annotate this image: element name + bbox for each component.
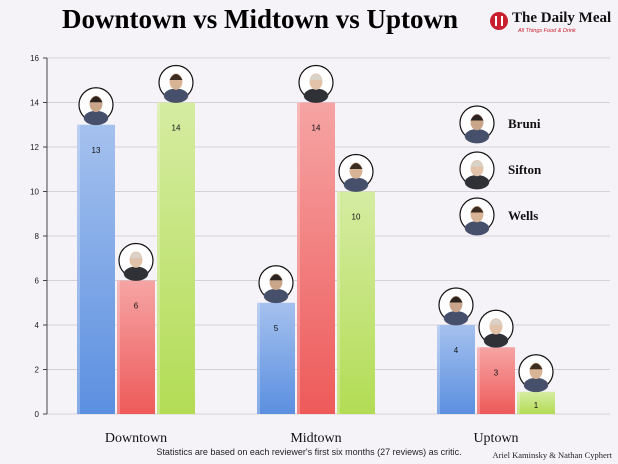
data-label: 13 [92,146,101,155]
fork-knife-icon [490,12,508,30]
bar-highlight [297,102,300,414]
y-tick-label: 2 [35,366,40,375]
x-tick-label: Midtown [290,431,341,446]
avatar-wells-icon [518,354,554,393]
legend-wells-icon [459,197,495,236]
y-tick-label: 6 [35,277,40,286]
avatar-wells-icon [158,64,194,103]
brand-logo: The Daily Meal All Things Food & Drink [490,10,614,38]
y-tick-label: 0 [35,410,40,419]
y-tick-label: 4 [35,321,40,330]
avatar-sifton-icon [118,242,154,281]
avatar-bruni-icon [78,87,114,126]
data-label: 14 [312,124,321,133]
x-tick-label: Downtown [105,431,167,446]
bar-bruni-downtown [77,124,115,414]
legend-label: Bruni [508,116,541,131]
avatar-sifton-icon [478,309,514,348]
y-tick-label: 10 [30,188,39,197]
bar-bruni-midtown [257,302,295,414]
brand-tagline: All Things Food & Drink [518,28,576,34]
avatar-sifton-icon [298,64,334,103]
avatar-wells-icon [338,153,374,192]
bar-highlight [337,191,340,414]
brand-name: The Daily Meal [512,10,612,26]
bar-highlight [437,325,440,414]
data-label: 4 [454,346,459,355]
bar-sifton-downtown [117,280,155,414]
avatar-bruni-icon [258,265,294,304]
data-label: 3 [494,368,499,377]
data-label: 5 [274,324,279,333]
legend-label: Sifton [508,162,542,177]
bar-wells-uptown [517,391,555,414]
legend: Bruni Sifton Wells [459,105,542,236]
bars: 13 6 14 5 14 10 4 3 1 [77,64,555,414]
bar-highlight [157,102,160,414]
chart-title: Downtown vs Midtown vs Uptown [61,4,459,34]
x-axis-labels: Downtown Midtown Uptown [105,431,519,446]
author-credit: Ariel Kaminsky & Nathan Cyphert [492,450,612,460]
bar-sifton-uptown [477,347,515,414]
bar-bruni-uptown [437,325,475,414]
legend-sifton-icon [459,151,495,190]
legend-bruni-icon [459,105,495,144]
bar-highlight [77,124,80,414]
avatar-bruni-icon [438,287,474,326]
y-tick-label: 12 [30,143,39,152]
bar-wells-downtown [157,102,195,414]
y-tick-label: 14 [30,99,39,108]
bar-highlight [257,302,260,414]
bar-wells-midtown [337,191,375,414]
bar-sifton-midtown [297,102,335,414]
data-label: 6 [134,302,139,311]
x-tick-label: Uptown [473,431,518,446]
y-axis-ticks: 0 2 4 6 8 10 12 14 16 [30,54,48,419]
footnote: Statistics are based on each reviewer's … [156,447,462,457]
y-tick-label: 8 [35,232,40,241]
bar-highlight [517,391,520,414]
bar-highlight [477,347,480,414]
data-label: 10 [352,213,361,222]
bar-highlight [117,280,120,414]
data-label: 1 [534,401,539,410]
data-label: 14 [172,124,181,133]
legend-label: Wells [508,208,538,223]
y-tick-label: 16 [30,54,39,63]
